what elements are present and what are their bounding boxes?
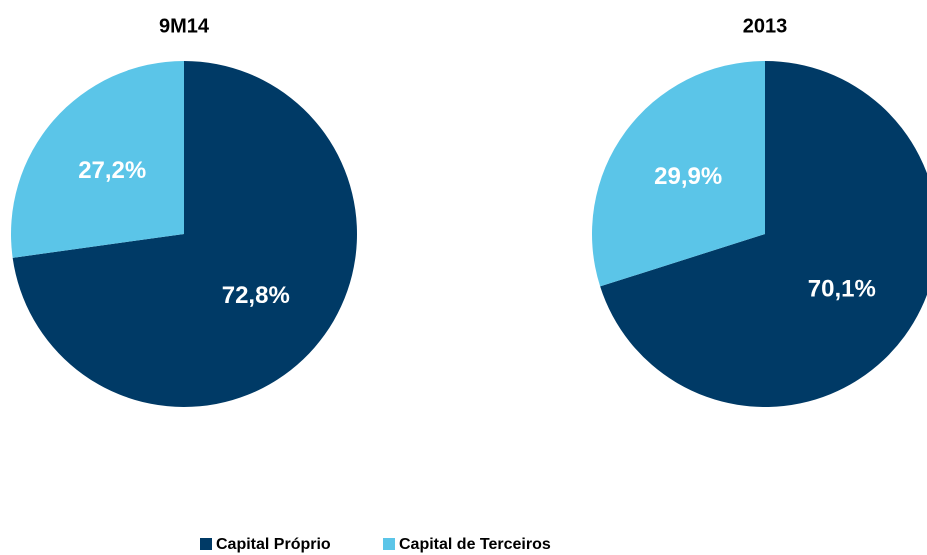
pie-slice [592,61,765,287]
data-label: 70,1% [808,276,876,303]
chart-title: 2013 [743,15,788,37]
legend-label: Capital de Terceiros [399,536,551,553]
pie-slice [11,61,185,258]
chart-title: 9M14 [159,15,210,37]
legend-label: Capital Próprio [216,536,331,553]
legend-swatch [383,538,395,550]
data-label: 29,9% [654,163,722,190]
data-label: 72,8% [222,282,290,309]
pie-slice [12,61,357,408]
pie-slice [600,61,927,407]
data-label: 27,2% [78,157,146,184]
legend-swatch [200,538,212,550]
